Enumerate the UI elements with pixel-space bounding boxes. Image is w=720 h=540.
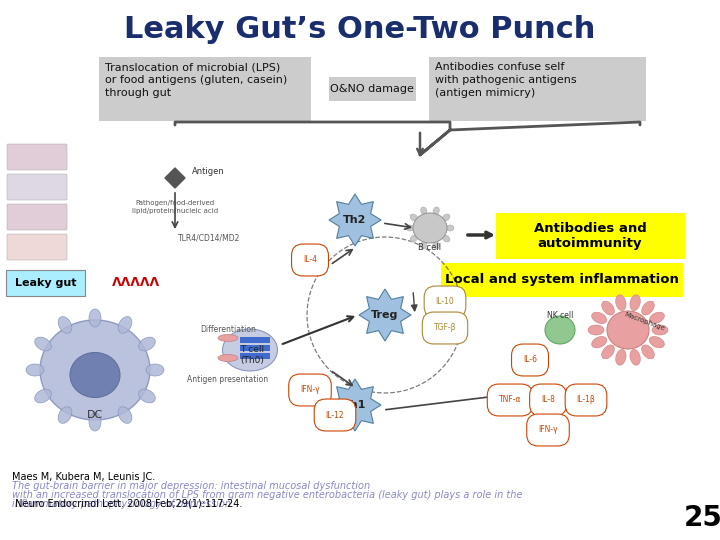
Ellipse shape <box>588 325 604 335</box>
Text: IL-1β: IL-1β <box>577 395 595 404</box>
Text: IL-4: IL-4 <box>303 255 317 265</box>
Text: O&NO damage: O&NO damage <box>330 84 414 94</box>
Text: IL-10: IL-10 <box>436 298 454 307</box>
Text: TNF-α: TNF-α <box>499 395 521 404</box>
FancyBboxPatch shape <box>441 263 683 297</box>
Ellipse shape <box>218 354 238 361</box>
FancyBboxPatch shape <box>7 204 67 230</box>
Ellipse shape <box>652 325 668 335</box>
Ellipse shape <box>26 364 44 376</box>
Ellipse shape <box>35 337 51 351</box>
Text: IL-12: IL-12 <box>325 410 344 420</box>
Ellipse shape <box>410 235 418 242</box>
Ellipse shape <box>607 311 649 349</box>
Polygon shape <box>359 289 411 341</box>
Ellipse shape <box>443 214 450 221</box>
Ellipse shape <box>89 413 101 431</box>
Ellipse shape <box>420 207 427 215</box>
Ellipse shape <box>433 241 439 249</box>
Ellipse shape <box>118 316 132 333</box>
Ellipse shape <box>218 334 238 341</box>
Ellipse shape <box>616 349 626 365</box>
Text: NK cell: NK cell <box>546 312 573 321</box>
FancyBboxPatch shape <box>6 270 85 296</box>
Text: Antigen presentation: Antigen presentation <box>187 375 269 384</box>
Text: ΛΛΛΛΛ: ΛΛΛΛΛ <box>112 276 160 289</box>
Text: Leaky Gut’s One-Two Punch: Leaky Gut’s One-Two Punch <box>125 16 595 44</box>
Ellipse shape <box>410 214 418 221</box>
Text: Th1: Th1 <box>343 400 366 410</box>
Text: IFN-γ: IFN-γ <box>300 386 320 395</box>
FancyBboxPatch shape <box>7 234 67 260</box>
FancyBboxPatch shape <box>7 144 67 170</box>
Ellipse shape <box>420 241 427 249</box>
Text: IL-6: IL-6 <box>523 355 537 364</box>
Ellipse shape <box>139 389 156 403</box>
Text: Translocation of microbial (LPS)
or food antigens (gluten, casein)
through gut: Translocation of microbial (LPS) or food… <box>105 62 287 98</box>
Ellipse shape <box>443 235 450 242</box>
Ellipse shape <box>602 345 614 359</box>
Ellipse shape <box>630 349 640 365</box>
Text: IFN-γ: IFN-γ <box>538 426 558 435</box>
Bar <box>240 337 270 343</box>
Polygon shape <box>165 168 185 188</box>
Ellipse shape <box>649 312 665 323</box>
Text: Antibodies confuse self
with pathogenic antigens
(antigen mimicry): Antibodies confuse self with pathogenic … <box>435 62 577 98</box>
Text: Neuro Endocrinol Lett. 2008 Feb;29(1):117-24.: Neuro Endocrinol Lett. 2008 Feb;29(1):11… <box>12 499 243 509</box>
Ellipse shape <box>592 336 607 348</box>
Ellipse shape <box>58 407 72 423</box>
Ellipse shape <box>58 316 72 333</box>
Bar <box>240 353 270 359</box>
Text: B cell: B cell <box>418 244 441 253</box>
Text: Leaky gut: Leaky gut <box>15 278 77 288</box>
Text: T cell
(Th0): T cell (Th0) <box>240 345 264 364</box>
Text: IL-8: IL-8 <box>541 395 555 404</box>
Text: DC: DC <box>87 410 103 420</box>
FancyBboxPatch shape <box>496 213 685 259</box>
Text: inflammatory pathophysiology of depression.: inflammatory pathophysiology of depressi… <box>12 499 234 509</box>
Ellipse shape <box>35 389 51 403</box>
Ellipse shape <box>642 345 654 359</box>
Ellipse shape <box>602 301 614 315</box>
Text: Pathogen/food-derived
lipid/protein/nucleic acid: Pathogen/food-derived lipid/protein/nucl… <box>132 200 218 213</box>
Text: with an increased translocation of LPS from gram negative enterobacteria (leaky : with an increased translocation of LPS f… <box>12 490 523 500</box>
Ellipse shape <box>406 225 414 231</box>
Ellipse shape <box>592 312 607 323</box>
Text: Maes M, Kubera M, Leunis JC.: Maes M, Kubera M, Leunis JC. <box>12 472 158 482</box>
FancyBboxPatch shape <box>99 57 311 121</box>
Ellipse shape <box>89 309 101 327</box>
Text: Differentiation: Differentiation <box>200 326 256 334</box>
Text: Macrophage: Macrophage <box>624 312 666 332</box>
Bar <box>240 345 270 351</box>
Ellipse shape <box>446 225 454 231</box>
Text: Antigen: Antigen <box>192 167 225 177</box>
Polygon shape <box>329 194 381 246</box>
Ellipse shape <box>70 353 120 397</box>
Ellipse shape <box>222 329 277 371</box>
Text: 25: 25 <box>683 504 720 532</box>
Ellipse shape <box>616 295 626 310</box>
Ellipse shape <box>40 320 150 420</box>
Text: Treg: Treg <box>372 310 399 320</box>
Text: Th2: Th2 <box>343 215 366 225</box>
Ellipse shape <box>413 213 447 243</box>
Ellipse shape <box>139 337 156 351</box>
Ellipse shape <box>649 336 665 348</box>
Ellipse shape <box>630 295 640 310</box>
Polygon shape <box>329 379 381 431</box>
Text: The gut-brain barrier in major depression: intestinal mucosal dysfunction: The gut-brain barrier in major depressio… <box>12 481 370 491</box>
Ellipse shape <box>146 364 164 376</box>
Text: TGF-β: TGF-β <box>433 323 456 333</box>
FancyBboxPatch shape <box>7 174 67 200</box>
Ellipse shape <box>545 316 575 344</box>
Ellipse shape <box>118 407 132 423</box>
Text: Local and system inflammation: Local and system inflammation <box>445 273 679 287</box>
Text: TLR4/CD14/MD2: TLR4/CD14/MD2 <box>178 233 240 242</box>
FancyBboxPatch shape <box>329 77 416 101</box>
Ellipse shape <box>642 301 654 315</box>
FancyBboxPatch shape <box>429 57 646 121</box>
Ellipse shape <box>433 207 439 215</box>
Text: Antibodies and
autoimmunity: Antibodies and autoimmunity <box>534 221 647 251</box>
